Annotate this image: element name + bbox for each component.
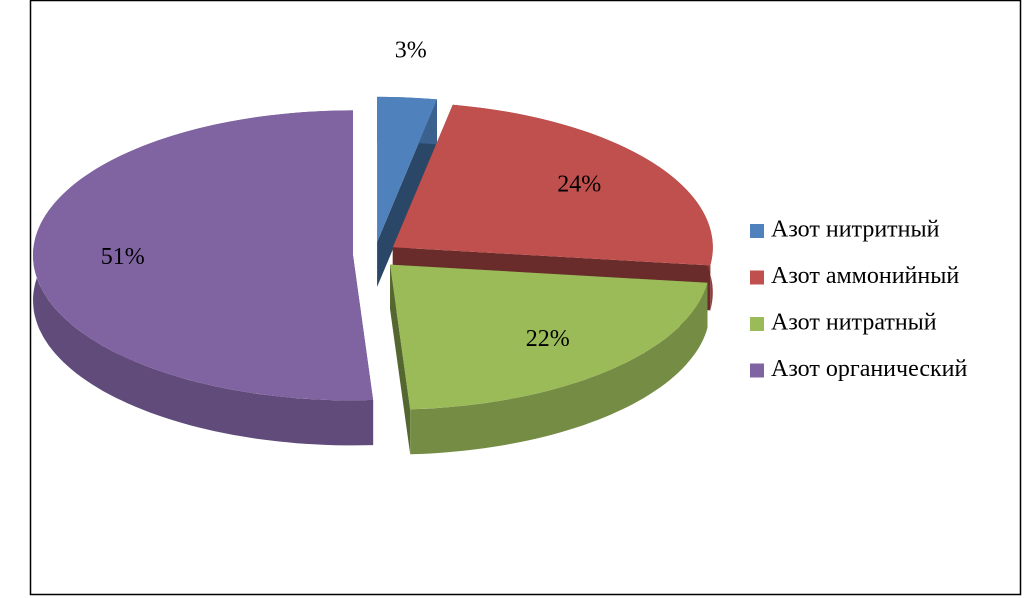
data-label: 22% <box>526 326 570 352</box>
legend-label: Азот органический <box>771 356 968 382</box>
slice-side <box>390 264 411 455</box>
data-label: 51% <box>101 244 145 270</box>
legend-marker <box>750 224 764 238</box>
slice-side <box>377 99 437 287</box>
legend-marker <box>750 363 764 378</box>
legend-label: Азот нитратный <box>771 310 937 336</box>
pie-slice <box>33 110 374 401</box>
legend-marker <box>750 270 764 285</box>
legend-label: Азот аммонийный <box>771 263 959 289</box>
pie-slice <box>392 104 713 266</box>
data-label: 24% <box>557 171 601 197</box>
pie-slice <box>390 264 708 410</box>
legend-label: Азот нитритный <box>771 217 940 243</box>
slice-side <box>410 282 708 455</box>
legend-marker <box>750 317 764 331</box>
pie-slice <box>377 96 438 242</box>
data-label: 3% <box>395 38 427 64</box>
